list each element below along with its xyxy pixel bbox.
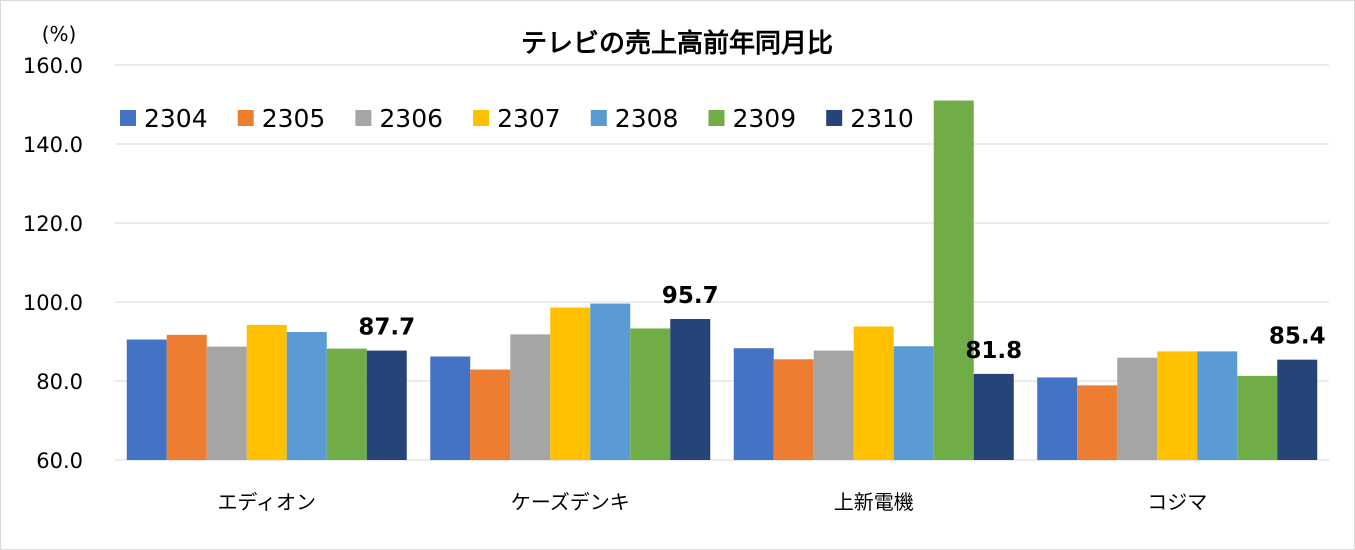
x-axis-labels: エディオン ケーズデンキ 上新電機 コジマ xyxy=(217,490,1207,514)
bar-2304-0 xyxy=(126,339,167,460)
bar-2307-0 xyxy=(246,324,287,460)
bar-2309-1 xyxy=(630,328,671,460)
bar-2310-3 xyxy=(1277,359,1318,460)
bar-2306-2 xyxy=(813,350,854,460)
bar-2305-1 xyxy=(470,369,511,460)
bar-2310-1 xyxy=(670,318,711,460)
y-tick-label: 80.0 xyxy=(36,370,83,394)
bar-2305-2 xyxy=(773,359,814,460)
legend-label: 2308 xyxy=(615,104,679,133)
legend-label: 2305 xyxy=(262,104,326,133)
legend-label: 2306 xyxy=(379,104,443,133)
bar-2310-0 xyxy=(366,350,407,460)
bars xyxy=(126,100,1318,461)
bar-2309-3 xyxy=(1237,375,1278,460)
data-label: 95.7 xyxy=(662,283,719,309)
y-axis-ticks: 60.0 80.0 100.0 120.0 140.0 160.0 xyxy=(23,54,83,473)
bar-2307-3 xyxy=(1157,351,1198,460)
legend-label: 2304 xyxy=(144,104,208,133)
legend-label: 2307 xyxy=(497,104,561,133)
category-label: コジマ xyxy=(1147,490,1207,514)
category-label: 上新電機 xyxy=(834,490,914,514)
category-label: エディオン xyxy=(217,490,316,514)
bar-2310-2 xyxy=(973,373,1014,460)
y-tick-label: 100.0 xyxy=(23,291,83,315)
y-tick-label: 140.0 xyxy=(23,133,83,157)
data-label: 85.4 xyxy=(1269,324,1326,350)
y-axis-unit-label: (%) xyxy=(42,22,77,46)
bar-2308-0 xyxy=(286,332,327,460)
legend-label: 2309 xyxy=(733,104,797,133)
bar-2307-2 xyxy=(853,326,894,460)
category-label: ケーズデンキ xyxy=(511,490,630,514)
bar-2305-0 xyxy=(166,334,207,460)
y-tick-label: 120.0 xyxy=(23,212,83,236)
bar-2308-2 xyxy=(893,346,934,460)
bar-2309-0 xyxy=(326,348,367,460)
bar-2304-1 xyxy=(430,356,471,460)
legend-swatch xyxy=(473,110,490,126)
bar-2309-2 xyxy=(933,100,974,461)
bar-2307-1 xyxy=(550,307,591,460)
legend-swatch xyxy=(708,110,725,126)
bar-2308-1 xyxy=(590,303,631,460)
bar-2306-0 xyxy=(206,346,247,460)
bar-2305-3 xyxy=(1077,385,1118,460)
y-tick-label: 160.0 xyxy=(23,54,83,78)
legend: 2304 2305 2306 2307 2308 2309 2310 xyxy=(120,104,914,133)
data-label: 87.7 xyxy=(358,315,415,341)
bar-2304-3 xyxy=(1037,377,1078,460)
bar-2306-3 xyxy=(1117,357,1158,460)
legend-label: 2310 xyxy=(850,104,914,133)
legend-swatch xyxy=(590,110,607,126)
legend-swatch xyxy=(826,110,843,126)
data-labels: 87.7 95.7 81.8 85.4 xyxy=(358,283,1325,364)
legend-swatch xyxy=(120,110,136,126)
legend-swatch xyxy=(355,110,372,126)
bar-2308-3 xyxy=(1197,351,1238,460)
legend-swatch xyxy=(237,110,254,126)
bar-2304-2 xyxy=(733,348,774,460)
y-tick-label: 60.0 xyxy=(36,449,83,473)
bar-2306-1 xyxy=(510,334,551,460)
chart-title: テレビの売上高前年同月比 xyxy=(521,28,833,59)
data-label: 81.8 xyxy=(965,338,1022,364)
